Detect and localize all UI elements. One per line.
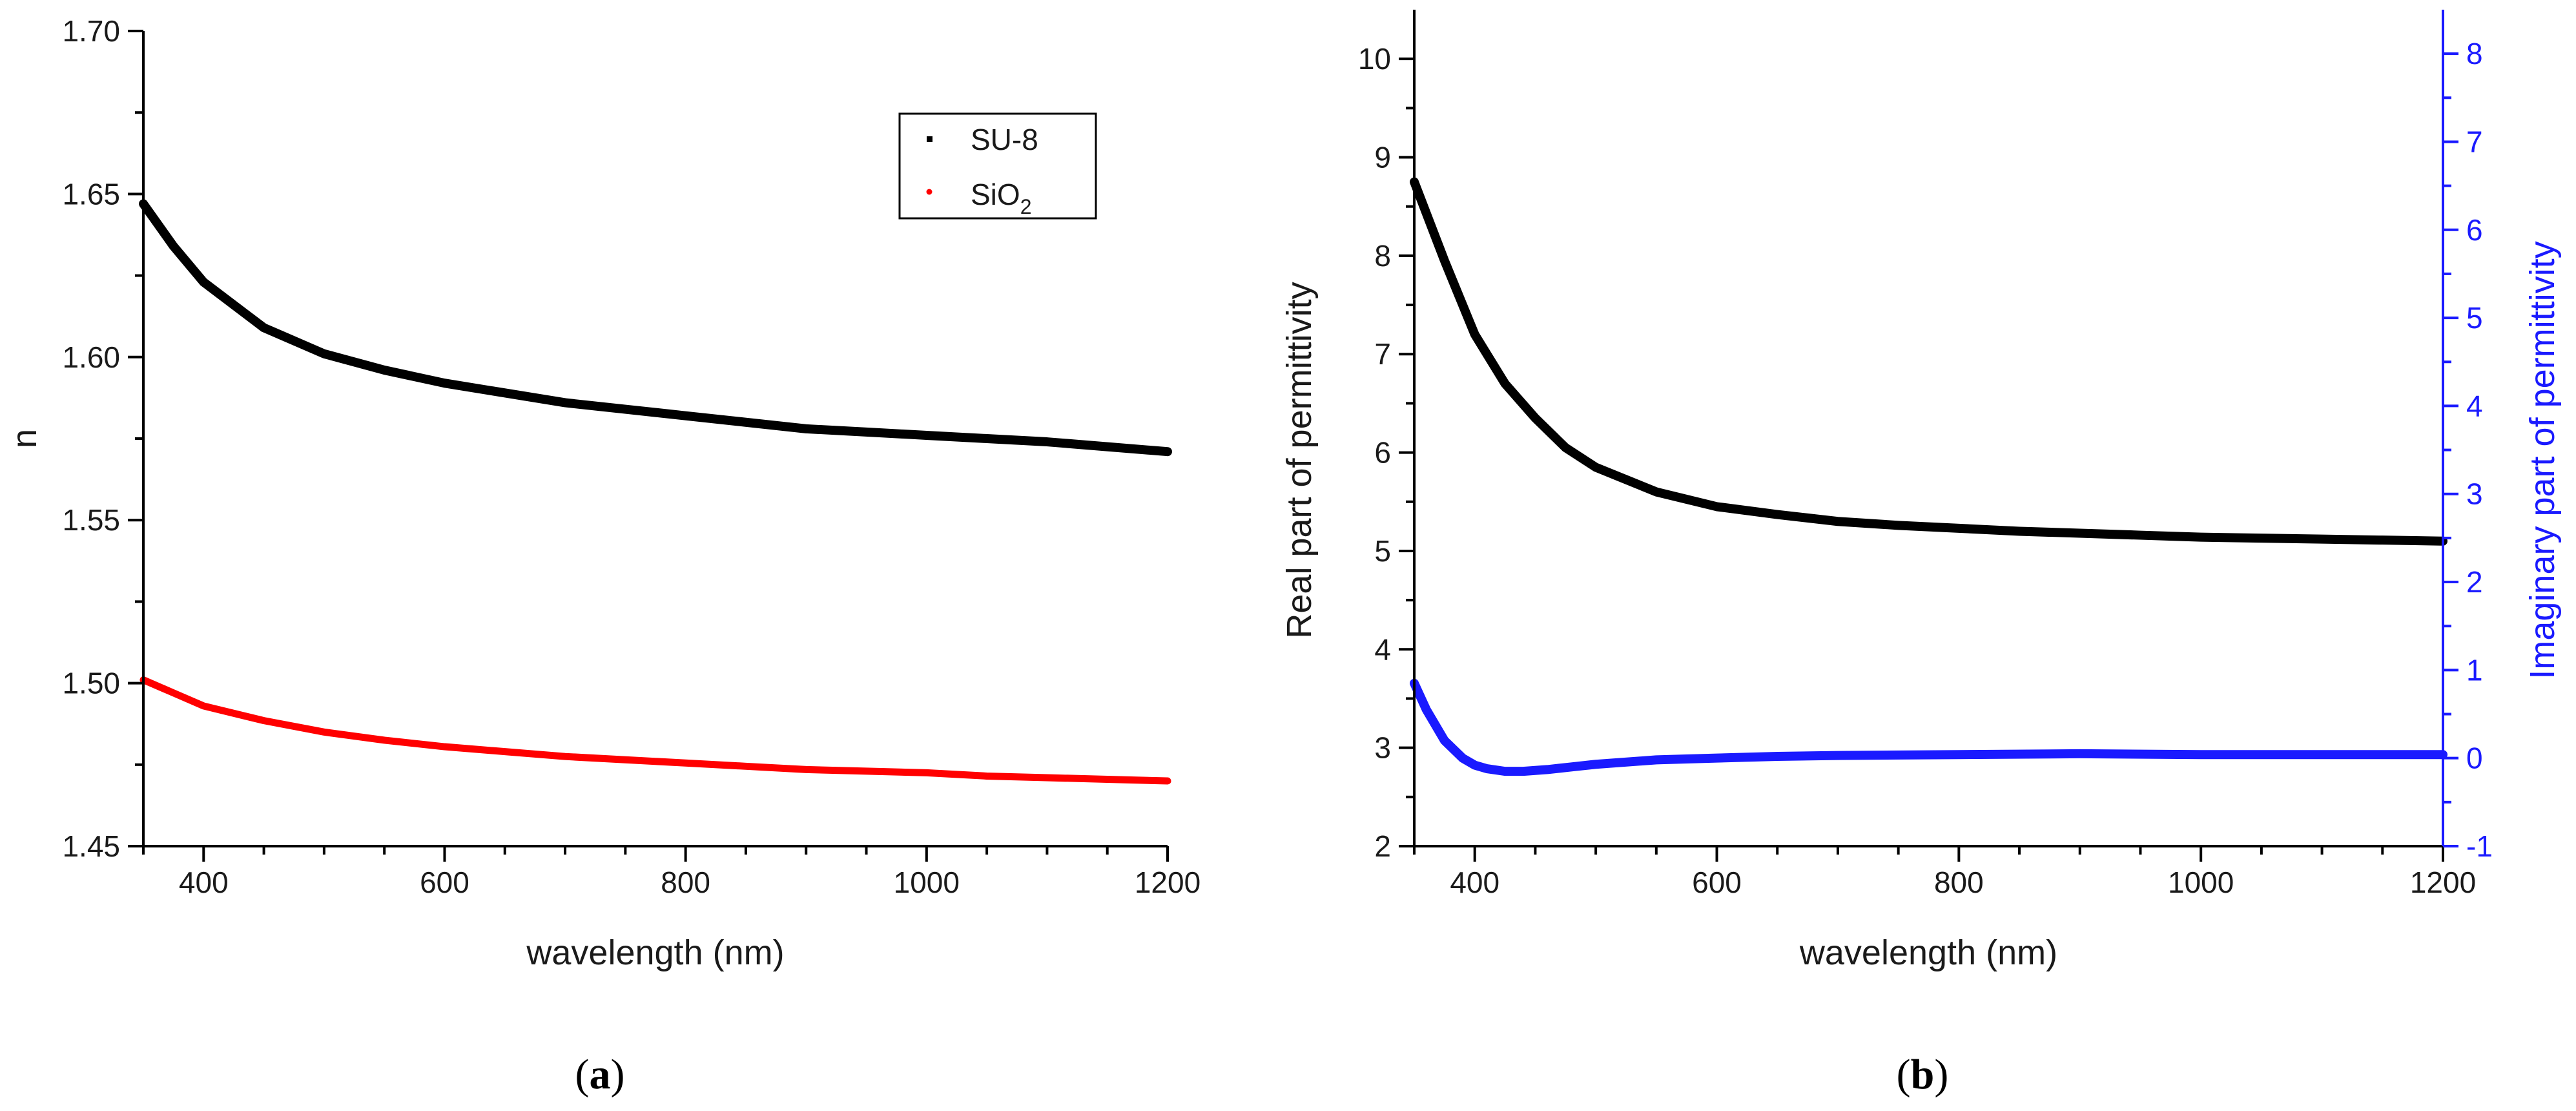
legend-label-su8: SU-8 [971, 123, 1038, 156]
y-tick-label: 1.70 [62, 14, 120, 48]
chart-panel-a: 400 600 800 1000 1200 1.45 1.50 1.55 1.60 1.65 1.7… [5, 14, 1200, 1098]
x-tick-label: 1000 [2168, 866, 2234, 899]
series-line-imaginary [1410, 678, 2447, 776]
y-left-tick-label: 6 [1374, 436, 1391, 470]
x-tick-label: 800 [661, 866, 710, 899]
x-tick-label: 1000 [894, 866, 960, 899]
legend-label-sio2-base: SiO [971, 178, 1020, 211]
caption-a-letter: a [590, 1051, 611, 1098]
x-tick-label: 1200 [1135, 866, 1200, 899]
legend-label-sio2-subscript: 2 [1020, 195, 1032, 218]
y-right-tick-label: 8 [2466, 37, 2483, 70]
y-tick-label: 1.50 [62, 667, 120, 700]
x-tick-label: 400 [179, 866, 229, 899]
caption-b-close: ) [1934, 1051, 1948, 1098]
x-axis-title: wavelength (nm) [526, 933, 784, 972]
y-right-tick-label: 0 [2466, 742, 2483, 775]
x-tick-label: 1200 [2410, 866, 2476, 899]
y-right-axis-title: Imaginary part of permittivity [2523, 241, 2562, 679]
y-right-tick-label: 4 [2466, 389, 2483, 422]
y-left-tick-label: 9 [1374, 141, 1391, 174]
x-tick-label: 400 [1450, 866, 1499, 899]
x-tick-label: 600 [420, 866, 469, 899]
x-tick-label: 800 [1934, 866, 1984, 899]
y-left-tick-label: 8 [1374, 239, 1391, 273]
legend-box [898, 112, 1097, 220]
y-left-tick-label: 2 [1374, 829, 1391, 863]
y-right-tick-label: 5 [2466, 301, 2483, 335]
caption-a: (a) [575, 1051, 625, 1098]
y-tick-label: 1.60 [62, 340, 120, 374]
y-left-tick-label: 5 [1374, 534, 1391, 568]
legend-marker-sio2 [926, 189, 933, 195]
y-left-tick-label: 10 [1358, 42, 1391, 76]
y-tick-label: 1.55 [62, 503, 120, 537]
legend: SU-8 SiO2 [898, 112, 1097, 220]
caption-a-open: ( [575, 1051, 590, 1098]
x-axis-title: wavelength (nm) [1799, 933, 2057, 972]
y-left-tick-label: 4 [1374, 632, 1391, 666]
series-line-su8 [139, 199, 1172, 457]
y-right-tick-label: 6 [2466, 213, 2483, 247]
caption-b: (b) [1897, 1051, 1949, 1098]
y-left-tick-label: 3 [1374, 731, 1391, 765]
y-tick-label: 1.65 [62, 177, 120, 211]
y-right-tick-label: -1 [2466, 829, 2493, 863]
legend-marker-su8 [927, 136, 933, 142]
caption-b-letter: b [1911, 1051, 1935, 1098]
chart-panel-b: 400 600 800 1000 1200 2 3 4 5 6 7 8 9 10 -1 0 1 2 3 4 5 6 7 8 wa… [1280, 10, 2562, 1098]
y-right-tick-label: 3 [2466, 477, 2483, 511]
y-left-axis-title: Real part of permittivity [1280, 282, 1319, 638]
caption-a-close: ) [611, 1051, 625, 1098]
x-tick-label: 600 [1692, 866, 1742, 899]
y-tick-label: 1.45 [62, 829, 120, 863]
y-right-tick-label: 2 [2466, 565, 2483, 599]
y-right-tick-label: 1 [2466, 653, 2483, 687]
y-left-tick-label: 7 [1374, 337, 1391, 371]
y-right-tick-label: 7 [2466, 125, 2483, 158]
series-line-real [1410, 177, 2447, 546]
y-axis-title: n [5, 429, 44, 448]
series-line-sio2 [139, 676, 1171, 785]
caption-b-open: ( [1897, 1051, 1911, 1098]
legend-label-sio2: SiO2 [971, 178, 1031, 218]
